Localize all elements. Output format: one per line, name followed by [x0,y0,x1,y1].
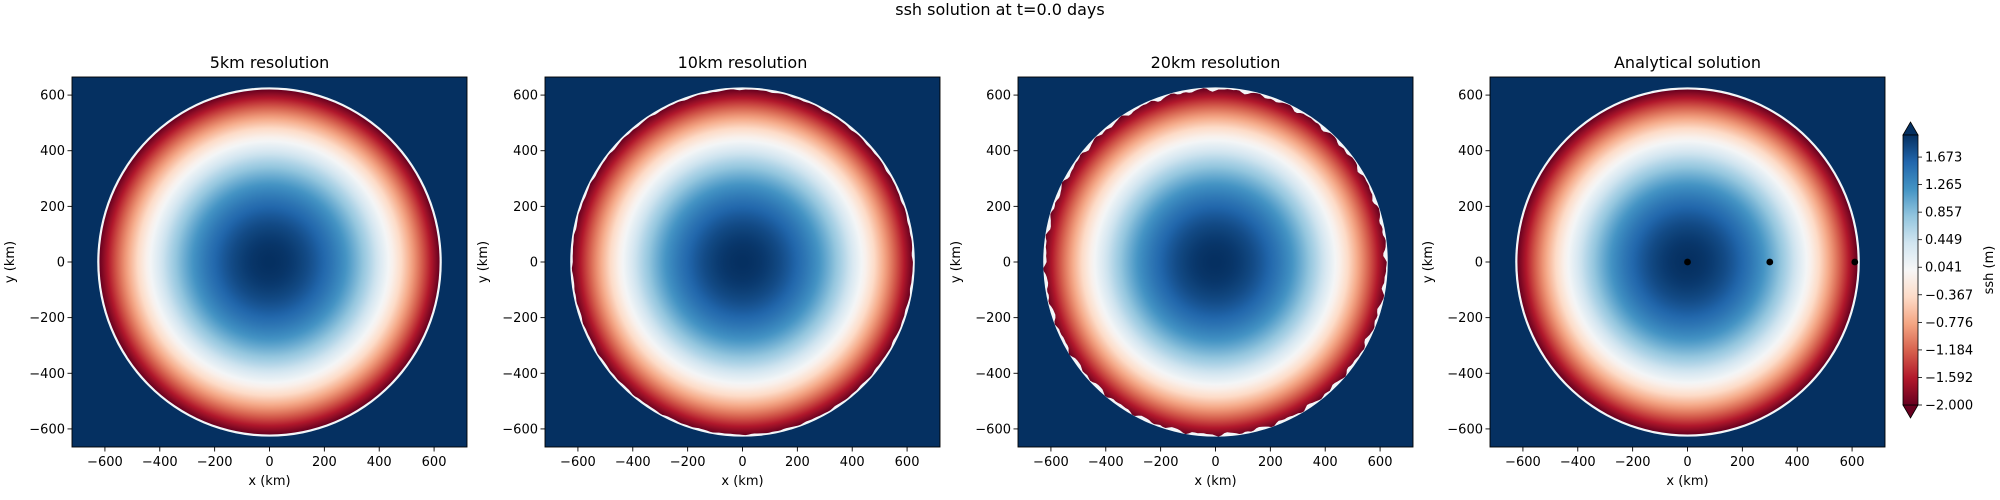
x-tick-label: 200 [785,455,810,470]
y-tick-label: −400 [1447,367,1483,382]
y-tick-label: −600 [975,422,1011,437]
x-axis-label: x (km) [1666,474,1708,489]
y-tick-label: 200 [40,200,65,215]
probe-marker [1684,258,1691,266]
colorbar-tick-label: 0.449 [1925,233,1962,248]
panels: −600 −400 −200 0 200 400 600 −600 −400 −200 0 200 40… [3,53,1886,489]
y-tick-label: 400 [986,144,1011,159]
x-tick-label: 200 [1258,455,1283,470]
x-tick-label: 200 [312,455,337,470]
y-tick-label: −200 [502,311,538,326]
ssh-field [99,89,440,435]
x-tick-label: 600 [895,455,920,470]
y-tick-label: −200 [975,311,1011,326]
colorbar-tick-label: 1.673 [1925,151,1962,166]
y-tick-label: −400 [975,367,1011,382]
panel-2: −600 −400 −200 0 200 400 600 −600 −400 −200 0 200 40… [476,53,941,489]
colorbar-tick-label: 0.041 [1925,261,1962,276]
y-tick-label: 400 [513,144,538,159]
colorbar-tick-label: −0.367 [1925,288,1973,303]
panel-3: −600 −400 −200 0 200 400 600 −600 −400 −200 0 200 40… [949,53,1414,489]
y-tick-label: −200 [29,311,65,326]
y-axis-label: y (km) [1421,241,1436,283]
colorbar: −2.000 −1.592 −1.184 −0.776 −0.367 0.041 0.449… [1902,121,1997,419]
x-tick-label: −400 [1560,455,1596,470]
y-tick-label: −600 [29,422,65,437]
y-tick-label: 0 [1003,256,1011,271]
probe-marker [1766,258,1774,266]
x-tick-label: 400 [840,455,865,470]
y-tick-label: 400 [40,144,65,159]
x-tick-label: 0 [1683,455,1691,470]
x-tick-label: 400 [1313,455,1338,470]
y-tick-label: −400 [29,367,65,382]
x-tick-label: −600 [1505,455,1541,470]
ssh-field [1043,88,1387,437]
x-tick-label: −600 [560,455,596,470]
panel-4: −600 −400 −200 0 200 400 600 −600 −400 −200 0 200 40… [1421,53,1886,489]
x-tick-label: 0 [265,455,273,470]
ssh-field [571,89,913,436]
colorbar-body [1902,134,1919,406]
y-tick-label: 600 [1458,89,1483,104]
y-tick-label: 200 [1458,200,1483,215]
panel-title: 10km resolution [678,53,808,72]
panel-title: Analytical solution [1614,53,1761,72]
y-axis-label: y (km) [3,241,18,283]
x-axis-label: x (km) [721,474,763,489]
x-tick-label: −200 [670,455,706,470]
x-tick-label: 400 [367,455,392,470]
colorbar-tick-label: −1.592 [1925,371,1973,386]
x-axis-label: x (km) [1194,474,1236,489]
x-tick-label: −400 [1088,455,1124,470]
y-tick-label: 600 [986,89,1011,104]
x-tick-label: 600 [1368,455,1393,470]
x-tick-label: 0 [738,455,746,470]
x-axis-label: x (km) [248,474,290,489]
x-tick-label: 0 [1211,455,1219,470]
y-tick-label: 600 [40,89,65,104]
panel-title: 5km resolution [210,53,330,72]
panel-title: 20km resolution [1151,53,1281,72]
y-tick-label: 400 [1458,144,1483,159]
y-tick-label: −400 [502,367,538,382]
x-tick-label: 600 [422,455,447,470]
x-tick-label: 200 [1730,455,1755,470]
colorbar-tick-label: −0.776 [1925,316,1973,331]
y-tick-label: 0 [530,256,538,271]
y-axis-label: y (km) [476,241,491,283]
y-tick-label: −600 [1447,422,1483,437]
colorbar-extend-max [1902,121,1919,136]
y-tick-label: 0 [1475,256,1483,271]
y-axis-label: y (km) [949,241,964,283]
colorbar-tick-label: −2.000 [1925,399,1973,414]
x-tick-label: 400 [1785,455,1810,470]
y-tick-label: 600 [513,89,538,104]
y-tick-label: 200 [513,200,538,215]
colorbar-label: ssh (m) [1982,246,1997,295]
x-tick-label: −400 [142,455,178,470]
x-tick-label: −200 [197,455,233,470]
colorbar-extend-min [1902,404,1919,419]
y-tick-label: 0 [57,256,65,271]
x-tick-label: −400 [615,455,651,470]
x-tick-label: −600 [1033,455,1069,470]
x-tick-label: −200 [1615,455,1651,470]
colorbar-tick-label: −1.184 [1925,343,1973,358]
colorbar-tick-label: 0.857 [1925,206,1962,221]
y-tick-label: −200 [1447,311,1483,326]
probe-marker [1851,258,1859,266]
y-tick-label: −600 [502,422,538,437]
y-tick-label: 200 [986,200,1011,215]
x-tick-label: −200 [1143,455,1179,470]
x-tick-label: 600 [1840,455,1865,470]
colorbar-tick-label: 1.265 [1925,178,1962,193]
panel-1: −600 −400 −200 0 200 400 600 −600 −400 −200 0 200 40… [3,53,468,489]
figure-suptitle: ssh solution at t=0.0 days [895,0,1104,19]
x-tick-label: −600 [87,455,123,470]
